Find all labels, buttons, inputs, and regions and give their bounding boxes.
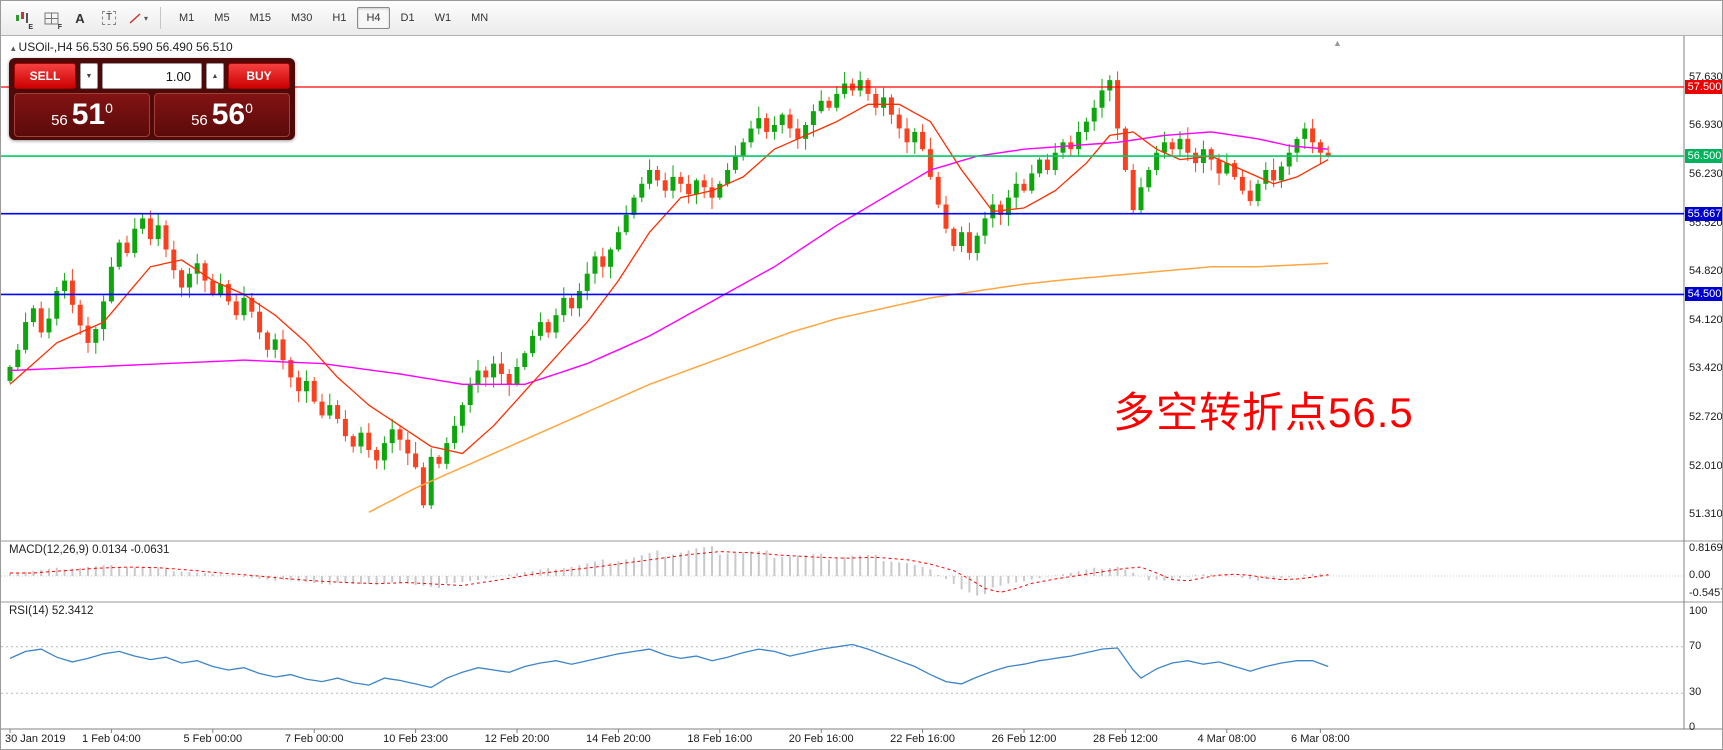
timeframe-m5[interactable]: M5 xyxy=(214,12,230,24)
buy-button[interactable]: BUY xyxy=(228,63,290,89)
timeframe-m1[interactable]: M1 xyxy=(179,12,195,24)
price-axis-label: 52.720 xyxy=(1689,410,1723,423)
macd-axis-label: 0.8169 xyxy=(1689,542,1723,555)
volume-decrease-button[interactable]: ▼ xyxy=(80,63,98,89)
price-axis-label: 54.820 xyxy=(1689,265,1723,278)
buy-price-big: 56 xyxy=(211,98,246,131)
letter-t-icon: T xyxy=(101,11,117,25)
time-axis-label: 1 Feb 04:00 xyxy=(82,733,141,745)
time-axis-label: 14 Feb 20:00 xyxy=(585,733,651,745)
buy-price-display[interactable]: 56 56 0 xyxy=(154,93,290,137)
buy-price-prefix: 56 xyxy=(191,112,208,129)
one-click-trading-panel: SELL ▼ 1.00 ▲ BUY 56 51 0 56 56 0 xyxy=(9,58,295,140)
price-axis-label: 51.310 xyxy=(1689,508,1723,521)
time-axis-label: 6 Mar 08:00 xyxy=(1291,733,1350,745)
chart-shift-marker[interactable]: ▲ xyxy=(1333,38,1342,48)
time-axis-label: 28 Feb 12:00 xyxy=(1092,733,1158,745)
chart-area: ▴ USOil-,H4 56.530 56.590 56.490 56.510 ▲… xyxy=(1,36,1722,749)
draw-shapes-tool[interactable]: ▾ xyxy=(125,5,151,31)
price-axis-label: 54.120 xyxy=(1689,313,1723,326)
trade-prices-row: 56 51 0 56 56 0 xyxy=(14,93,290,137)
timeframe-m15[interactable]: M15 xyxy=(249,12,271,24)
sell-button[interactable]: SELL xyxy=(14,63,76,89)
rsi-axis-label: 70 xyxy=(1689,639,1702,652)
rsi-axis-label: 30 xyxy=(1689,686,1702,699)
text-annotation-tool[interactable]: A xyxy=(67,5,93,31)
timeframe-h1[interactable]: H1 xyxy=(332,12,347,24)
chart-canvas[interactable] xyxy=(1,36,1723,750)
symbol-quote-line: ▴ USOil-,H4 56.530 56.590 56.490 56.510 xyxy=(11,40,233,54)
symbol-ohlc-text: USOil-,H4 56.530 56.590 56.490 56.510 xyxy=(18,40,233,54)
grid-icon xyxy=(44,12,58,24)
time-axis-label: 5 Feb 00:00 xyxy=(183,733,243,745)
price-badge: 54.500 xyxy=(1685,287,1722,302)
price-badge: 55.667 xyxy=(1685,206,1722,221)
chevron-up-icon: ▲ xyxy=(211,72,219,80)
chart-window-tool[interactable]: E xyxy=(9,5,35,31)
rsi-axis-label: 100 xyxy=(1689,605,1708,617)
time-axis-label: 7 Feb 00:00 xyxy=(284,733,344,745)
price-axis-label: 56.230 xyxy=(1689,167,1723,180)
sell-price-prefix: 56 xyxy=(51,112,68,129)
time-axis-label: 26 Feb 12:00 xyxy=(991,733,1057,745)
timeframe-w1[interactable]: W1 xyxy=(434,12,452,24)
toolbar: E F A T ▾ M1 M5 M15 M30 H1 H4 D1 W1 MN xyxy=(1,1,1722,36)
time-axis-label: 4 Mar 08:00 xyxy=(1197,733,1257,745)
mini-candles-icon xyxy=(16,12,28,23)
timeframe-group: M1 M5 M15 M30 H1 H4 D1 W1 MN xyxy=(170,7,497,29)
price-badge: 57.500 xyxy=(1685,79,1722,94)
macd-title: MACD(12,26,9) 0.0134 -0.0631 xyxy=(9,544,170,556)
timeframe-m30[interactable]: M30 xyxy=(290,12,313,24)
time-axis-label: 18 Feb 16:00 xyxy=(687,733,753,745)
chevron-down-icon: ▼ xyxy=(85,72,93,80)
timeframe-mn[interactable]: MN xyxy=(471,12,489,24)
rsi-axis-label: 0 xyxy=(1689,721,1696,733)
price-axis-label: 52.010 xyxy=(1689,459,1723,472)
time-axis-label: 12 Feb 20:00 xyxy=(484,733,550,745)
tool-sub-label: F xyxy=(57,24,62,31)
price-axis-label: 53.420 xyxy=(1689,362,1723,375)
buy-price-sup: 0 xyxy=(245,100,253,116)
price-badge: 56.500 xyxy=(1685,149,1722,164)
macd-axis-label: -0.5457 xyxy=(1689,587,1723,599)
chart-text-annotation[interactable]: 多空转折点56.5 xyxy=(1113,389,1414,436)
tool-sub-label: E xyxy=(28,24,33,31)
volume-input[interactable]: 1.00 xyxy=(102,63,202,89)
volume-increase-button[interactable]: ▲ xyxy=(206,63,224,89)
sell-price-big: 51 xyxy=(71,98,106,131)
chevron-down-icon: ▾ xyxy=(143,13,148,23)
rsi-title: RSI(14) 52.3412 xyxy=(9,605,94,617)
text-label-tool[interactable]: T xyxy=(96,5,122,31)
trade-controls-row: SELL ▼ 1.00 ▲ BUY xyxy=(14,63,290,89)
macd-axis-label: 0.00 xyxy=(1689,569,1711,581)
toolbar-separator xyxy=(160,7,161,29)
price-axis-label: 56.930 xyxy=(1689,119,1723,132)
sell-price-display[interactable]: 56 51 0 xyxy=(14,93,150,137)
sell-price-sup: 0 xyxy=(105,100,113,116)
time-axis-label: 30 Jan 2019 xyxy=(5,733,66,745)
time-axis-label: 10 Feb 23:00 xyxy=(383,733,449,745)
symbol-marker-icon: ▴ xyxy=(11,43,16,53)
letter-a-icon: A xyxy=(75,10,85,26)
time-axis-label: 22 Feb 16:00 xyxy=(890,733,956,745)
timeframe-d1[interactable]: D1 xyxy=(400,12,415,24)
trendline-icon xyxy=(129,12,141,24)
time-axis-label: 20 Feb 16:00 xyxy=(788,733,854,745)
grid-tool[interactable]: F xyxy=(38,5,64,31)
timeframe-h4[interactable]: H4 xyxy=(357,7,390,29)
